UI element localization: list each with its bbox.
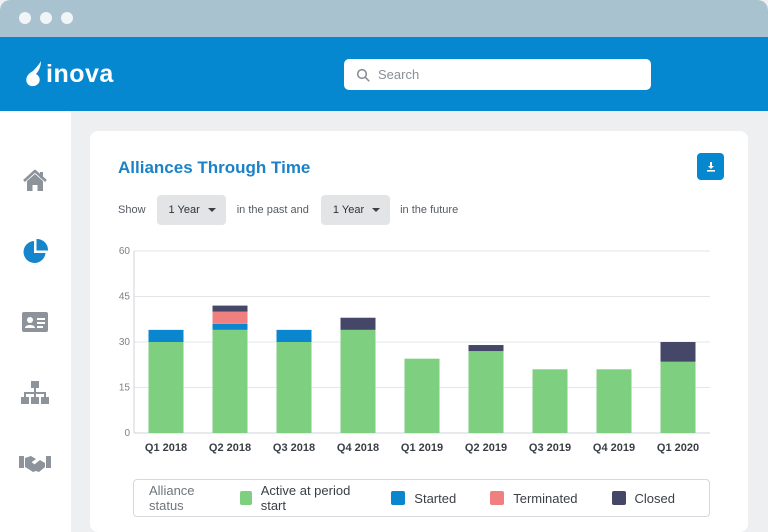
bar-segment (340, 329, 376, 433)
window-control-dot[interactable] (40, 12, 52, 24)
sidebar-item-contacts[interactable] (19, 308, 51, 336)
x-tick-label: Q3 2018 (273, 442, 315, 454)
chevron-down-icon (207, 208, 216, 212)
alliances-stacked-bar-chart: 0 15 30 45 60 Q1 2018 Q2 2018 Q3 2018 Q4 2018 Q1 … (119, 246, 710, 454)
legend-label: Closed (634, 490, 675, 506)
future-range-select[interactable]: 1 Year (320, 195, 391, 225)
org-chart-icon (21, 381, 49, 404)
x-tick-label: Q4 2019 (593, 442, 635, 454)
handshake-icon (19, 456, 51, 472)
pie-chart-icon (23, 238, 49, 263)
legend-item[interactable]: Started (391, 491, 456, 506)
past-range-select[interactable]: 1 Year (156, 195, 226, 225)
download-icon (706, 161, 715, 172)
y-tick-label: 0 (124, 428, 130, 439)
future-range-value: 1 Year (332, 204, 365, 216)
bar-segment (660, 361, 696, 433)
x-tick-label: Q1 2019 (401, 442, 443, 454)
past-range-value: 1 Year (168, 204, 200, 216)
legend-swatch (611, 491, 626, 505)
bar-segment (468, 351, 504, 433)
x-tick-label: Q2 2018 (209, 442, 251, 454)
legend-label: Terminated (513, 490, 578, 506)
past-range-label: in the past and (236, 204, 309, 216)
sidebar (0, 111, 71, 532)
legend-label: Started (414, 490, 457, 506)
bar-segment (340, 317, 376, 330)
bar-segment (660, 342, 696, 362)
x-tick-label: Q1 2018 (145, 442, 187, 454)
legend-swatch (391, 491, 406, 505)
bar-segment (532, 369, 568, 433)
future-range-label: in the future (400, 204, 459, 216)
inova-logo[interactable]: inova (24, 59, 114, 88)
alliances-chart-card: Alliances Through Time Show 1 Year in th… (90, 131, 748, 532)
legend-item[interactable]: Terminated (490, 490, 578, 506)
y-tick-label: 60 (119, 246, 131, 257)
y-tick-label: 15 (119, 383, 131, 394)
search-input[interactable] (378, 67, 638, 82)
chart-legend: Alliance status Active at period start St… (133, 479, 710, 517)
logo-drop-icon (26, 61, 41, 87)
chevron-down-icon (372, 208, 381, 212)
x-tick-label: Q2 2019 (465, 442, 507, 454)
sidebar-item-alliances[interactable] (19, 449, 51, 477)
bar-segment (404, 358, 440, 433)
home-icon (23, 169, 47, 191)
bar-segment (148, 342, 184, 433)
download-button[interactable] (697, 153, 724, 180)
chart-title: Alliances Through Time (118, 158, 311, 177)
search-box[interactable] (344, 59, 651, 90)
sidebar-item-home[interactable] (19, 167, 51, 195)
bar-segment (212, 305, 248, 312)
x-tick-label: Q1 2020 (657, 442, 699, 454)
bar-segment (212, 329, 248, 433)
bar-segment (596, 369, 632, 433)
sidebar-item-analytics[interactable] (19, 238, 51, 266)
bar-segment (148, 329, 184, 342)
contact-card-icon (22, 312, 48, 332)
legend-swatch (490, 491, 505, 505)
logo-text: inova (46, 59, 114, 88)
y-tick-label: 30 (119, 337, 131, 348)
time-range-filter: Show 1 Year in the past and 1 Year in th… (118, 195, 458, 225)
window-control-dot[interactable] (61, 12, 73, 24)
x-tick-label: Q3 2019 (529, 442, 571, 454)
show-label: Show (118, 204, 146, 216)
legend-item[interactable]: Active at period start (240, 483, 357, 513)
bar-segment (468, 345, 504, 352)
legend-swatch (240, 491, 252, 505)
app-header: inova (0, 37, 768, 111)
legend-title: Alliance status (149, 483, 195, 513)
search-icon (356, 68, 370, 82)
bar-segment (212, 323, 248, 330)
bar-segment (212, 311, 248, 324)
legend-item[interactable]: Closed (611, 490, 675, 506)
y-tick-label: 45 (119, 292, 131, 303)
legend-label: Active at period start (260, 483, 351, 513)
bar-segment (276, 342, 312, 433)
sidebar-item-organization[interactable] (19, 379, 51, 407)
x-tick-label: Q4 2018 (337, 442, 379, 454)
window-titlebar (0, 0, 768, 37)
window-control-dot[interactable] (19, 12, 31, 24)
bar-segment (276, 329, 312, 342)
